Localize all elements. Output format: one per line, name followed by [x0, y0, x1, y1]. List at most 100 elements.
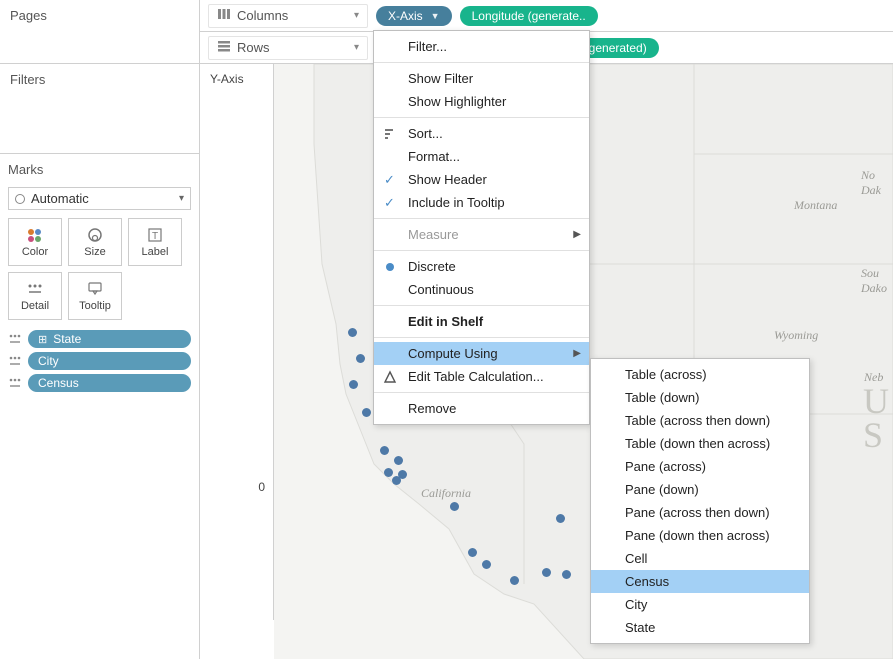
detail-dots-icon — [8, 332, 22, 346]
data-point[interactable] — [542, 568, 551, 577]
map-state-label: California — [421, 486, 471, 501]
pill-label: City — [38, 354, 59, 368]
label-button[interactable]: T Label — [128, 218, 182, 266]
submenu-item[interactable]: Table (across then down) — [591, 409, 809, 432]
submenu-item[interactable]: Pane (down then across) — [591, 524, 809, 547]
data-point[interactable] — [356, 354, 365, 363]
chevron-down-icon: ▾ — [354, 10, 359, 21]
data-point[interactable] — [468, 548, 477, 557]
detail-dots-icon — [8, 354, 22, 368]
detail-label: Detail — [21, 300, 49, 312]
marks-section: Marks Automatic ▾ Color Size — [0, 154, 199, 659]
marks-pills: ⊞ State City Census — [8, 330, 191, 392]
marks-dropdown-label: Automatic — [31, 191, 89, 206]
field-context-menu[interactable]: Filter... Show FilterShow Highlighter Sort… — [373, 30, 590, 425]
longitude-pill-label: Longitude (generate.. — [472, 9, 586, 23]
color-button[interactable]: Color — [8, 218, 62, 266]
menu-separator — [374, 392, 589, 393]
data-point[interactable] — [450, 502, 459, 511]
menu-item[interactable]: Show Highlighter — [374, 90, 589, 113]
y-axis-title: Y-Axis — [210, 72, 244, 86]
detail-icon — [26, 281, 44, 297]
menu-item[interactable]: Show Header✓ — [374, 168, 589, 191]
submenu-item[interactable]: City — [591, 593, 809, 616]
rows-shelf-label[interactable]: Rows ▾ — [208, 36, 368, 60]
pill-row-census[interactable]: Census — [8, 374, 191, 392]
submenu-item[interactable]: Cell — [591, 547, 809, 570]
data-point[interactable] — [380, 446, 389, 455]
size-button[interactable]: Size — [68, 218, 122, 266]
data-point[interactable] — [482, 560, 491, 569]
svg-text:T: T — [152, 231, 158, 242]
menu-item[interactable]: Continuous — [374, 278, 589, 301]
data-point[interactable] — [556, 514, 565, 523]
color-icon — [26, 227, 44, 243]
pill-label: Census — [38, 376, 79, 390]
menu-item[interactable]: Sort... — [374, 122, 589, 145]
data-point[interactable] — [510, 576, 519, 585]
data-point[interactable] — [394, 456, 403, 465]
tooltip-label: Tooltip — [79, 300, 111, 312]
submenu-item[interactable]: State — [591, 616, 809, 639]
menu-item[interactable]: Include in Tooltip✓ — [374, 191, 589, 214]
menu-item[interactable]: Remove — [374, 397, 589, 420]
check-icon: ✓ — [384, 195, 395, 211]
longitude-pill[interactable]: Longitude (generate.. — [460, 6, 598, 26]
detail-button[interactable]: Detail — [8, 272, 62, 320]
menu-item[interactable]: Discrete — [374, 255, 589, 278]
data-point[interactable] — [349, 380, 358, 389]
xaxis-pill[interactable]: X-Axis ▼ — [376, 6, 452, 26]
submenu-arrow-icon: ▶ — [573, 348, 581, 359]
marks-type-dropdown[interactable]: Automatic ▾ — [8, 187, 191, 210]
data-point[interactable] — [562, 570, 571, 579]
pill-row-city[interactable]: City — [8, 352, 191, 370]
marks-pill-census[interactable]: Census — [28, 374, 191, 392]
pages-section: Pages — [0, 0, 199, 64]
tri-icon — [382, 369, 398, 385]
submenu-item[interactable]: Census — [591, 570, 809, 593]
submenu-item[interactable]: Pane (down) — [591, 478, 809, 501]
menu-item[interactable]: Format... — [374, 145, 589, 168]
menu-item[interactable]: Edit Table Calculation... — [374, 365, 589, 388]
size-icon — [86, 227, 104, 243]
sort-icon — [382, 126, 398, 142]
xaxis-pill-label: X-Axis — [388, 9, 423, 23]
pill-label: State — [53, 332, 81, 346]
columns-shelf[interactable]: Columns ▾ X-Axis ▼ Longitude (generate.. — [200, 0, 893, 32]
menu-separator — [374, 250, 589, 251]
check-icon: ✓ — [384, 172, 395, 188]
submenu-item[interactable]: Pane (across) — [591, 455, 809, 478]
menu-separator — [374, 117, 589, 118]
menu-separator — [374, 62, 589, 63]
data-point[interactable] — [348, 328, 357, 337]
data-point[interactable] — [384, 468, 393, 477]
menu-item[interactable]: Compute Using▶ — [374, 342, 589, 365]
submenu-item[interactable]: Table (across) — [591, 363, 809, 386]
disc-icon — [382, 259, 398, 275]
rows-icon — [217, 40, 231, 55]
map-state-label: No Dak — [861, 168, 881, 198]
submenu-item[interactable]: Table (down) — [591, 386, 809, 409]
menu-separator — [374, 218, 589, 219]
color-label: Color — [22, 246, 48, 258]
menu-item[interactable]: Edit in Shelf — [374, 310, 589, 333]
detail-dots-icon — [8, 376, 22, 390]
marks-pill-state[interactable]: ⊞ State — [28, 330, 191, 348]
compute-using-submenu[interactable]: Table (across)Table (down)Table (across … — [590, 358, 810, 644]
map-state-label: Montana — [794, 198, 837, 213]
marks-pill-city[interactable]: City — [28, 352, 191, 370]
circle-icon — [15, 194, 25, 204]
pill-row-state[interactable]: ⊞ State — [8, 330, 191, 348]
columns-shelf-label[interactable]: Columns ▾ — [208, 4, 368, 28]
data-point[interactable] — [362, 408, 371, 417]
data-point[interactable] — [398, 470, 407, 479]
menu-item[interactable]: Filter... — [374, 35, 589, 58]
chevron-down-icon: ▾ — [354, 42, 359, 53]
tooltip-icon — [86, 281, 104, 297]
map-state-label: Sou Dako — [861, 266, 887, 296]
submenu-item[interactable]: Table (down then across) — [591, 432, 809, 455]
submenu-item[interactable]: Pane (across then down) — [591, 501, 809, 524]
country-label: U S — [863, 384, 889, 452]
menu-item[interactable]: Show Filter — [374, 67, 589, 90]
tooltip-button[interactable]: Tooltip — [68, 272, 122, 320]
